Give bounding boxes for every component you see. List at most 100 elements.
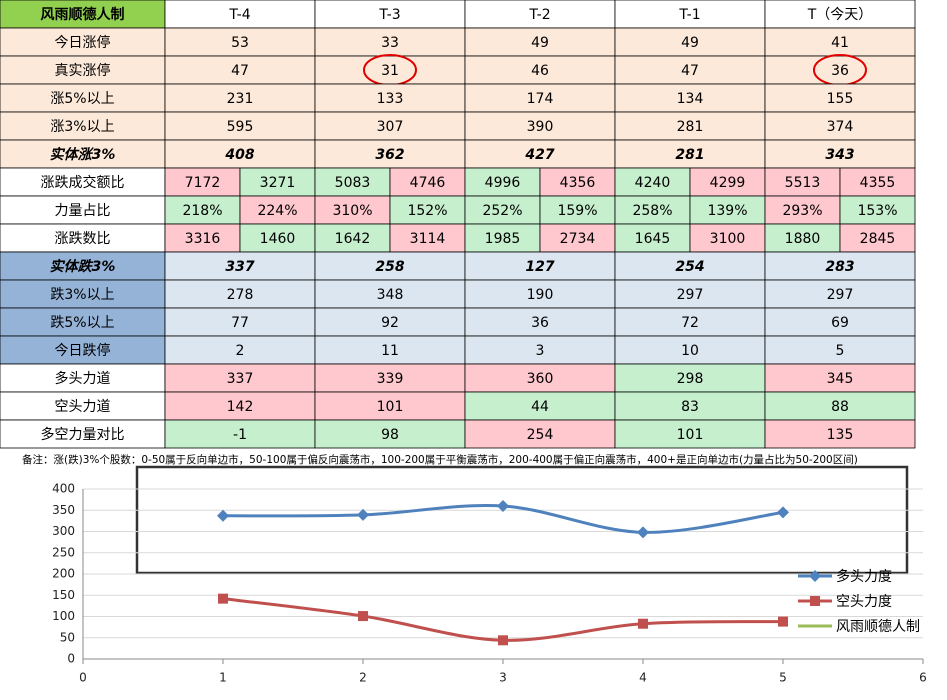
cell <box>464 391 616 421</box>
cell-text: 3271 <box>260 175 296 191</box>
y-tick-label: 300 <box>52 524 75 538</box>
marker <box>497 500 509 512</box>
cell-text: 224% <box>257 203 297 219</box>
cell <box>464 27 616 57</box>
cell <box>239 223 316 253</box>
marker <box>777 506 789 519</box>
row-label: 实体跌3% <box>50 258 116 275</box>
cell <box>464 279 616 309</box>
y-tick-label: 400 <box>52 482 75 496</box>
legend-label: 空头力度 <box>836 594 892 610</box>
cell <box>764 223 841 253</box>
cell-text: 4240 <box>635 175 671 191</box>
cell <box>464 223 541 253</box>
cell-text: 139% <box>707 203 747 219</box>
cell-text: 218% <box>182 203 222 219</box>
cell-text: 44 <box>531 399 549 415</box>
cell <box>839 223 916 253</box>
cell <box>839 167 916 197</box>
cell-text: 231 <box>227 91 254 107</box>
cell <box>0 139 166 169</box>
y-tick-label: 350 <box>52 503 75 517</box>
series-line <box>222 597 784 642</box>
row-label: 跌3%以上 <box>50 287 114 303</box>
cell-text: 254 <box>675 259 704 275</box>
cell-text: 4299 <box>710 175 746 191</box>
cell <box>389 167 466 197</box>
marker <box>358 611 368 622</box>
legend-marker <box>810 596 820 606</box>
cell-text: 98 <box>381 427 399 443</box>
cell-text: 142 <box>227 399 254 415</box>
header-text: T-3 <box>378 7 400 23</box>
cell-text: 374 <box>827 119 854 135</box>
cell <box>0 391 166 421</box>
cell <box>0 27 166 57</box>
marker <box>638 618 648 629</box>
cell-text: 33 <box>381 35 399 51</box>
cell-text: 258 <box>375 259 404 275</box>
cell-text: 297 <box>677 287 704 303</box>
cell <box>614 335 766 365</box>
y-tick-label: 50 <box>60 630 75 644</box>
header-text: T-4 <box>228 7 250 23</box>
cell <box>164 391 316 421</box>
cell-text: 174 <box>527 91 554 107</box>
cell <box>689 223 766 253</box>
cell-text: 41 <box>831 35 849 51</box>
cell-text: 10 <box>681 343 699 359</box>
header-text: 风雨顺德人制 <box>41 6 125 23</box>
cell-text: 1880 <box>785 231 821 247</box>
cell <box>0 419 166 449</box>
marker <box>217 509 229 522</box>
row-label: 多空力量对比 <box>41 426 125 443</box>
cell <box>314 27 466 57</box>
cell <box>314 335 466 365</box>
cell <box>614 391 766 421</box>
marker <box>498 635 508 646</box>
cell <box>164 0 316 29</box>
cell <box>164 139 316 169</box>
cell <box>314 279 466 309</box>
legend-label: 风雨顺德人制 <box>836 619 920 635</box>
cell <box>0 251 166 281</box>
cell-text: 5513 <box>785 175 821 191</box>
cell <box>839 195 916 225</box>
cell <box>614 419 766 449</box>
cell <box>164 223 241 253</box>
cell-text: 53 <box>231 35 249 51</box>
cell <box>389 195 466 225</box>
cell <box>689 195 766 225</box>
row-label: 真实涨停 <box>55 62 111 79</box>
cell-text: 345 <box>827 371 854 387</box>
cell <box>614 223 691 253</box>
cell <box>764 419 916 449</box>
cell-text: 408 <box>224 147 254 163</box>
cell <box>239 195 316 225</box>
cell-text: 283 <box>825 259 854 275</box>
cell-text: 348 <box>377 287 404 303</box>
cell-text: 77 <box>231 315 249 331</box>
cell <box>764 27 916 57</box>
cell <box>764 0 916 29</box>
cell-text: 1645 <box>635 231 671 247</box>
y-tick-label: 200 <box>52 567 75 581</box>
cell-text: 134 <box>677 91 704 107</box>
cell-text: 49 <box>681 35 699 51</box>
cell <box>314 83 466 113</box>
cell-text: 298 <box>677 371 704 387</box>
cell <box>0 83 166 113</box>
row-label: 跌5%以上 <box>50 315 114 331</box>
row-label: 实体涨3% <box>50 146 116 163</box>
cell <box>539 195 616 225</box>
highlight-box <box>135 465 909 575</box>
marker <box>778 616 788 627</box>
cell <box>464 363 616 393</box>
header-text: T-2 <box>528 7 550 23</box>
cell-text: 2 <box>236 343 245 359</box>
row-label: 力量占比 <box>55 203 111 219</box>
cell-text: 252% <box>482 203 522 219</box>
cell-text: 92 <box>381 315 399 331</box>
legend-label: 多头力度 <box>836 568 892 585</box>
cell-text: 258% <box>632 203 672 219</box>
